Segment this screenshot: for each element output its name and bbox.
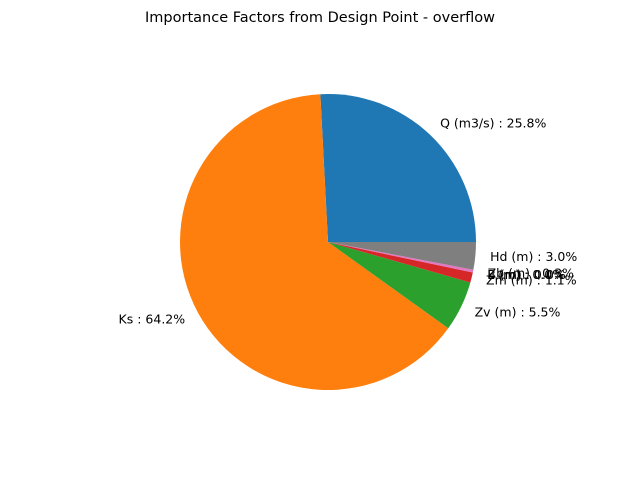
pie-label-q-m3-s: Q (m3/s) : 25.8%: [440, 115, 546, 130]
pie-label-zm-m: Zm (m) : 1.1%: [486, 273, 577, 288]
pie-slice-zm-m: [328, 242, 473, 283]
pie-slice-zb-m: [328, 242, 474, 273]
pie-label-ks: Ks : 64.2%: [119, 312, 186, 327]
pie-label-zv-m: Zv (m) : 5.5%: [475, 304, 561, 319]
pie-labels: Q (m3/s) : 25.8% Ks : 64.2% Zv (m) : 5.5% Z…: [119, 115, 578, 326]
pie-label-b-m: B (m) : 0.0%: [487, 267, 566, 282]
pie-slice-zv-m: [328, 242, 471, 329]
pie-slices: [180, 94, 476, 391]
pie-slice-ks: [180, 94, 449, 391]
pie-slice-q-m3-s: [320, 94, 476, 242]
pie-label-zb-m: Zb (m) : 0.3%: [488, 266, 574, 281]
pie-label-hd-m: Hd (m) : 3.0%: [490, 249, 577, 264]
pie-slice-hd-m: [328, 242, 476, 270]
pie-label-l-m: L (m) : 0.0%: [487, 267, 564, 282]
chart-title: Importance Factors from Design Point - o…: [145, 10, 495, 26]
